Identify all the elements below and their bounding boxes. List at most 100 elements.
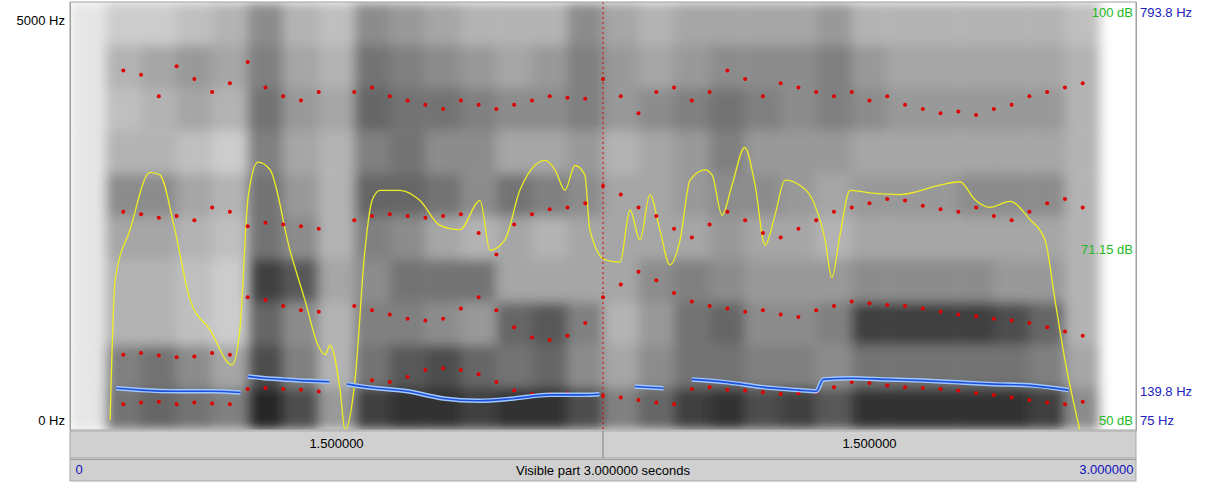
spectrogram-cell	[1100, 173, 1136, 216]
spectrogram-cell	[816, 88, 852, 131]
spectrogram-cell	[781, 302, 817, 345]
spectrogram-cell	[1100, 130, 1136, 173]
point	[903, 103, 907, 107]
point	[352, 90, 356, 94]
point	[530, 212, 534, 216]
spectrogram-cell	[923, 45, 959, 88]
spectrogram-cell	[177, 344, 213, 387]
point	[192, 218, 196, 222]
tick: 139.8 Hz	[1136, 384, 1192, 399]
point	[423, 318, 427, 322]
point	[246, 295, 250, 299]
spectrogram-cell	[710, 302, 746, 345]
spectrogram-cell	[710, 259, 746, 302]
point	[850, 380, 854, 384]
point	[939, 387, 943, 391]
spectrogram-cell	[887, 130, 923, 173]
spectrogram-cell	[283, 302, 319, 345]
cursor-line	[603, 2, 604, 430]
point	[956, 389, 960, 393]
point	[832, 385, 836, 389]
point	[583, 321, 587, 325]
spectrogram-cell	[1100, 302, 1136, 345]
spectrogram-cell	[994, 344, 1030, 387]
spectrogram-cell	[958, 45, 994, 88]
spectrogram-cell	[816, 173, 852, 216]
spectrogram-cell	[674, 88, 710, 131]
spectrogram-cell	[923, 259, 959, 302]
point	[175, 214, 179, 218]
spectrogram-cell	[639, 88, 675, 131]
spectrogram-cell	[816, 45, 852, 88]
spectrogram-cell	[852, 387, 888, 430]
point	[992, 317, 996, 321]
spectrogram-cell	[319, 259, 355, 302]
point	[263, 298, 267, 302]
point	[1063, 330, 1067, 334]
point	[868, 381, 872, 385]
spectrogram-cell	[248, 216, 284, 259]
spectrogram-cell	[639, 45, 675, 88]
point	[192, 401, 196, 405]
spectrogram-cell	[319, 387, 355, 430]
spectrogram-cell	[1029, 302, 1065, 345]
spectrogram-cell	[283, 88, 319, 131]
spectrogram-cell	[141, 173, 177, 216]
point	[548, 94, 552, 98]
spectrogram-cell	[923, 2, 959, 45]
spectrogram-cell	[639, 130, 675, 173]
point	[477, 103, 481, 107]
point	[494, 253, 498, 257]
tick: 71.15 dB	[1081, 242, 1136, 257]
point	[1010, 218, 1014, 222]
point	[850, 205, 854, 209]
point	[583, 97, 587, 101]
spectrogram-cell	[745, 45, 781, 88]
tick-label: 0 Hz	[38, 413, 65, 428]
point	[672, 291, 676, 295]
spectrogram-cell	[674, 130, 710, 173]
spectrogram-cell	[816, 259, 852, 302]
point	[370, 308, 374, 312]
spectrogram-cell	[1100, 344, 1136, 387]
spectrogram-cell	[958, 88, 994, 131]
point	[1010, 103, 1014, 107]
spectrogram-cell	[710, 173, 746, 216]
point	[175, 64, 179, 68]
point	[796, 86, 800, 90]
spectrogram-cell	[887, 45, 923, 88]
spectrogram-cell	[283, 387, 319, 430]
tick: 75 Hz	[1136, 413, 1174, 430]
point	[885, 383, 889, 387]
spectrogram-cell	[745, 344, 781, 387]
point	[406, 317, 410, 321]
spectrogram-cell	[354, 88, 390, 131]
spectrogram-cell	[745, 130, 781, 173]
spectrogram-cell	[710, 88, 746, 131]
point	[263, 221, 267, 225]
spectrogram-cell	[177, 2, 213, 45]
spectrogram-cell	[1065, 130, 1101, 173]
spectrogram-cell	[710, 216, 746, 259]
point	[1027, 210, 1031, 214]
spectrogram-cell	[283, 2, 319, 45]
spectrogram-cell	[1065, 173, 1101, 216]
point	[406, 98, 410, 102]
spectrogram-cell	[887, 88, 923, 131]
spectrogram-cell	[994, 216, 1030, 259]
point	[459, 306, 463, 310]
point	[619, 94, 623, 98]
spectrogram-cell	[603, 45, 639, 88]
spectrogram-cell	[745, 88, 781, 131]
spectrogram-cell	[923, 173, 959, 216]
axis-line	[70, 3, 71, 431]
point	[743, 77, 747, 81]
point	[992, 393, 996, 397]
spectrogram-cell	[354, 130, 390, 173]
point	[850, 90, 854, 94]
point	[903, 199, 907, 203]
point	[210, 205, 214, 209]
spectrogram-cell	[319, 45, 355, 88]
spectrogram-cell	[1065, 344, 1101, 387]
spectrogram-cell	[425, 387, 461, 430]
